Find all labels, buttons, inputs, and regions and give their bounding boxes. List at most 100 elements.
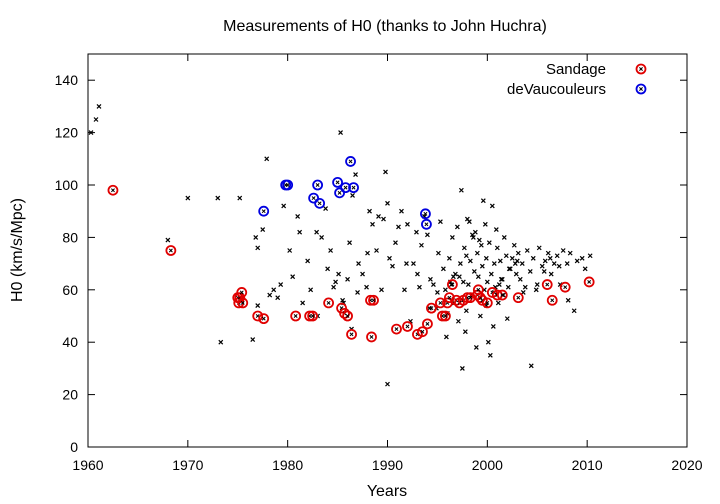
data-point-other <box>295 214 301 219</box>
data-point-other <box>471 269 477 274</box>
data-point-other <box>290 274 296 280</box>
data-point-other <box>88 130 94 136</box>
data-point-other <box>512 261 518 267</box>
data-point-other <box>364 284 369 290</box>
data-point-other <box>218 339 224 345</box>
data-point-other <box>556 263 562 269</box>
data-point-other <box>415 271 420 277</box>
data-point-other <box>470 234 476 240</box>
data-point-other <box>411 261 416 267</box>
data-point-other <box>554 253 560 259</box>
data-point-other <box>548 271 554 277</box>
data-point-devaucouleurs <box>312 179 324 191</box>
data-point-other <box>528 363 534 369</box>
legend-label-sandage: Sandage <box>546 61 606 78</box>
x-tick-label: 1960 <box>72 457 103 473</box>
data-point-other <box>314 229 320 235</box>
data-point-other <box>454 224 460 230</box>
data-point-other <box>542 258 548 264</box>
data-point-other <box>360 271 365 277</box>
data-point-other <box>323 206 329 212</box>
data-point-other <box>497 258 503 264</box>
data-point-other <box>325 266 331 272</box>
data-point-sandage <box>481 297 493 309</box>
x-tick-label: 2010 <box>572 457 603 473</box>
data-point-other <box>501 234 507 240</box>
data-point-other <box>185 195 191 201</box>
legend: Sandage deVaucouleurs <box>507 61 647 98</box>
data-point-other <box>507 266 513 272</box>
data-point-other <box>491 261 497 267</box>
y-tick-label: 40 <box>62 334 78 350</box>
data-point-sandage <box>342 310 353 322</box>
data-point-other <box>473 345 479 350</box>
data-point-sandage <box>446 279 458 290</box>
data-point-other <box>582 266 588 272</box>
axis-ticks <box>87 54 688 448</box>
data-point-other <box>499 276 505 282</box>
data-point-other <box>405 221 410 227</box>
data-point-other <box>448 282 454 287</box>
data-point-other <box>96 103 102 109</box>
data-point-other <box>539 263 545 269</box>
data-point-other <box>260 227 266 232</box>
data-point-other <box>463 253 469 259</box>
y-tick-label: 120 <box>55 125 79 141</box>
data-point-other <box>479 263 485 269</box>
data-point-other <box>567 250 573 256</box>
data-point-other <box>458 187 464 193</box>
data-point-other <box>255 303 261 308</box>
data-point-sandage <box>422 318 433 330</box>
x-tick-label: 2000 <box>472 457 503 473</box>
y-tick-label: 140 <box>55 72 79 88</box>
data-point-other <box>328 248 334 253</box>
data-point-other <box>425 232 430 238</box>
y-tick-label: 60 <box>62 282 78 298</box>
chart-title: Measurements of H0 (thanks to John Huchr… <box>223 18 547 35</box>
data-point-other <box>385 381 390 387</box>
data-point-other <box>443 334 449 340</box>
data-point-other <box>475 274 481 280</box>
data-point-devaucouleurs <box>348 182 359 194</box>
data-point-devaucouleurs <box>308 192 320 204</box>
data-point-other <box>504 316 510 322</box>
data-point-sandage <box>323 297 334 309</box>
data-point-other <box>467 258 473 264</box>
data-point-other <box>353 172 358 177</box>
data-point-other <box>463 308 469 314</box>
data-point-other <box>536 245 542 251</box>
data-point-devaucouleurs <box>332 176 343 188</box>
data-point-other <box>513 271 519 277</box>
data-point-other <box>396 224 401 230</box>
data-point-other <box>469 232 475 238</box>
data-point-other <box>498 276 504 282</box>
data-point-other <box>462 329 468 335</box>
data-point-devaucouleurs <box>345 156 356 167</box>
legend-marker-sandage <box>635 63 647 75</box>
data-point-sandage <box>496 289 508 301</box>
series-other-points <box>88 103 593 387</box>
data-point-other <box>587 253 593 259</box>
legend-label-devaucouleurs: deVaucouleurs <box>507 81 606 98</box>
data-point-other <box>435 250 441 256</box>
y-tick-labels: 0 20 40 60 80 100 120 140 <box>55 72 79 455</box>
data-point-other <box>333 279 339 285</box>
y-axis-label: H0 (km/s/Mpc) <box>9 198 26 302</box>
data-point-other <box>250 337 256 343</box>
data-point-other <box>414 229 419 235</box>
data-point-sandage <box>165 245 177 256</box>
data-point-other <box>340 297 345 303</box>
data-point-other <box>165 237 171 243</box>
data-point-other <box>449 234 455 240</box>
data-point-other <box>417 284 422 290</box>
data-point-sandage <box>583 276 595 288</box>
data-point-other <box>483 255 489 261</box>
data-point-sandage <box>440 310 451 322</box>
data-point-other <box>383 169 388 175</box>
data-point-other <box>527 269 533 274</box>
data-point-other <box>455 318 461 324</box>
series-sandage-points <box>107 184 595 343</box>
data-point-other <box>215 195 221 201</box>
series-devaucouleurs-points <box>258 156 432 230</box>
data-point-other <box>331 284 337 290</box>
